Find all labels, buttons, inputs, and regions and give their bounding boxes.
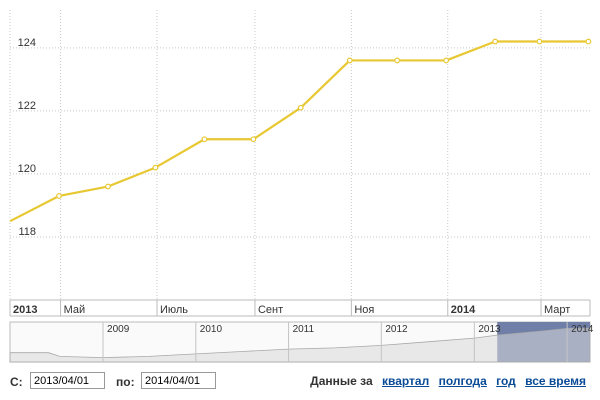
- data-point: [443, 57, 450, 64]
- data-point: [536, 38, 543, 45]
- data-point: [585, 38, 592, 45]
- x-tick-label: Ноя: [354, 304, 374, 316]
- x-tick-label: Март: [544, 304, 570, 316]
- navigator-year-label: 2009: [107, 324, 130, 335]
- y-tick-label: 120: [18, 163, 36, 175]
- from-date-input[interactable]: [30, 372, 105, 389]
- series-line: [9, 40, 590, 223]
- navigator-year-label: 2011: [293, 324, 315, 335]
- data-point: [394, 57, 401, 64]
- period-selector: Данные за квартал полгода год все время: [310, 374, 586, 388]
- period-quarter-link[interactable]: квартал: [381, 374, 430, 388]
- data-point: [492, 38, 499, 45]
- data-point: [346, 57, 353, 64]
- x-tick-label: 2013: [13, 304, 37, 316]
- navigator-year-label: 2014: [571, 324, 594, 335]
- period-halfyear-link[interactable]: полгода: [438, 374, 487, 388]
- navigator-year-label: 2010: [200, 324, 223, 335]
- x-tick-label: Сент: [258, 304, 283, 316]
- period-alltime-link[interactable]: все время: [525, 374, 586, 388]
- plot-area: [10, 10, 590, 300]
- to-label: по:: [116, 375, 135, 389]
- data-point: [250, 136, 257, 143]
- data-point: [201, 136, 208, 143]
- y-tick-label: 122: [18, 100, 36, 112]
- x-tick-label: Май: [64, 304, 86, 316]
- x-tick-label: 2014: [451, 304, 476, 316]
- x-tick-label: Июль: [160, 304, 188, 316]
- data-point: [297, 104, 304, 111]
- navigator-year-label: 2012: [385, 324, 408, 335]
- y-tick-label: 124: [18, 37, 36, 49]
- data-point: [105, 183, 111, 190]
- period-year-link[interactable]: год: [496, 374, 516, 388]
- range-navigator[interactable]: 2009 2010 2011 2012 2013 2014: [0, 318, 600, 364]
- data-point: [152, 164, 159, 171]
- from-label: С:: [10, 375, 23, 389]
- data-point: [56, 193, 62, 199]
- navigator-year-label: 2013: [478, 324, 501, 335]
- line-chart: 118 120 122 124 2013 Май Июль Сент Ноя 2014 Март: [9, 10, 592, 317]
- to-date-input[interactable]: [141, 372, 216, 389]
- period-label: Данные за: [310, 374, 373, 388]
- date-range-controls: С: по: Данные за квартал полгода год все…: [0, 366, 600, 396]
- y-tick-label: 118: [18, 226, 36, 238]
